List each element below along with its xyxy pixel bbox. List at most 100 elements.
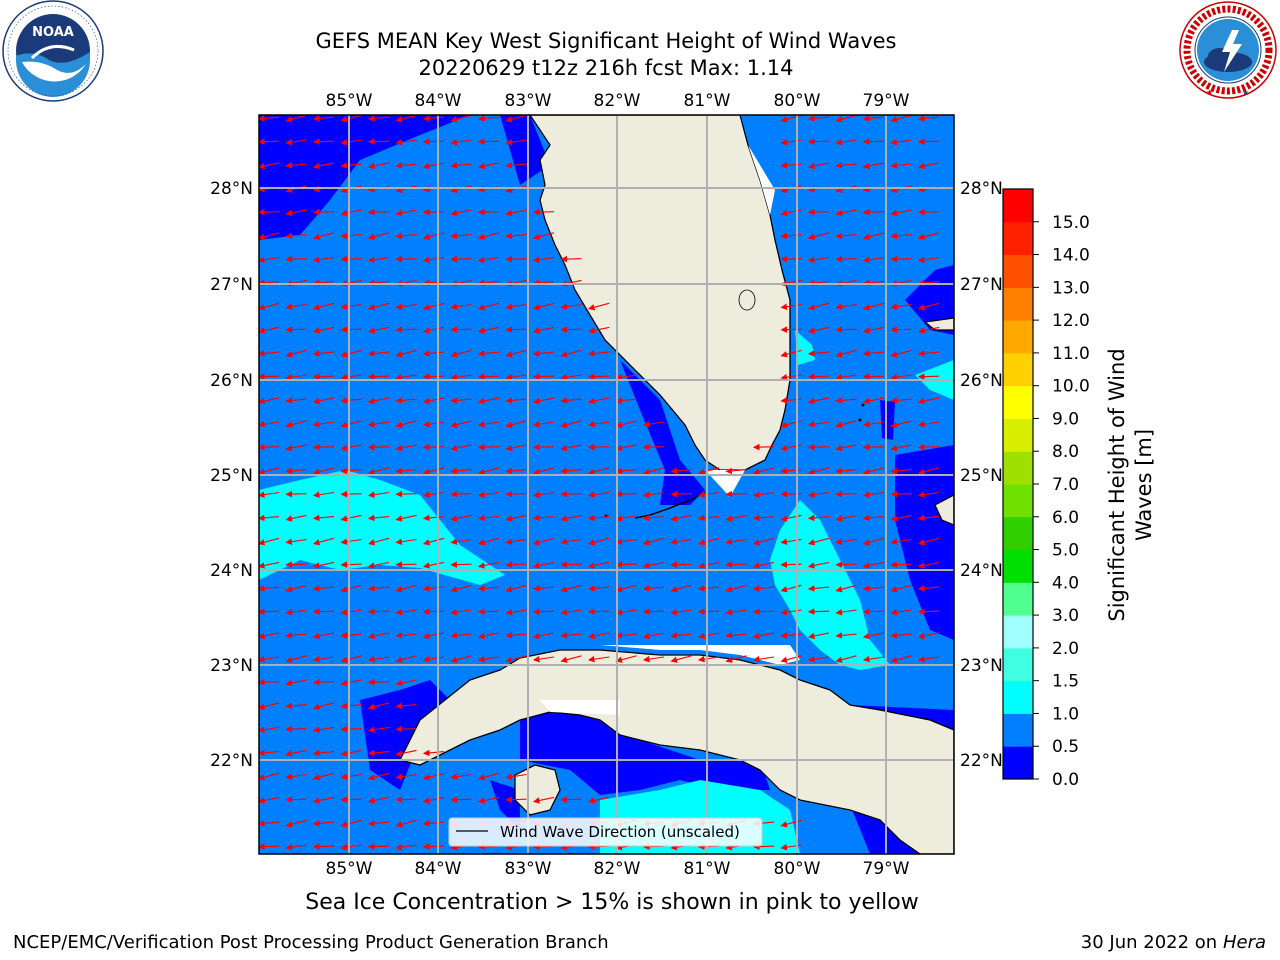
wave-direction-arrow — [477, 208, 500, 216]
wave-direction-arrow — [477, 655, 500, 663]
longitude-labels-bottom: 85°W 84°W 83°W 82°W 81°W 80°W 79°W — [326, 859, 910, 879]
wave-direction-arrow — [835, 420, 857, 428]
wave-direction-arrow — [395, 655, 417, 663]
wave-direction-arrow — [532, 373, 555, 380]
wave-direction-arrow — [367, 820, 390, 827]
wave-direction-arrow — [560, 326, 582, 333]
wave-direction-arrow — [917, 514, 940, 522]
wave-direction-arrow — [697, 632, 720, 640]
wave-direction-arrow — [615, 420, 637, 428]
latitude-label-right: 27°N — [960, 275, 1003, 295]
wave-direction-arrow — [670, 561, 692, 568]
wave-direction-arrow — [477, 772, 500, 781]
wave-direction-arrow — [312, 420, 335, 428]
wave-direction-arrow — [367, 561, 390, 569]
wave-direction-arrow — [367, 655, 390, 663]
wave-direction-arrow — [395, 702, 417, 710]
wave-direction-arrow — [395, 397, 417, 404]
wave-direction-arrow — [560, 420, 582, 428]
wave-direction-arrow — [285, 679, 307, 687]
wave-direction-arrow — [505, 444, 527, 452]
wave-direction-arrow — [395, 420, 417, 428]
wave-direction-arrow — [505, 584, 527, 593]
wave-direction-arrow — [340, 632, 362, 639]
wave-direction-arrow — [505, 514, 527, 522]
wave-direction-arrow — [835, 561, 857, 568]
wave-direction-arrow — [312, 491, 335, 498]
colorbar-swatch — [1003, 582, 1033, 616]
wave-direction-arrow — [780, 232, 802, 240]
wave-direction-arrow — [835, 538, 857, 545]
longitude-label-top: 81°W — [684, 91, 731, 111]
wave-direction-arrow — [340, 326, 362, 333]
colorbar-tick-label: 4.0 — [1052, 573, 1079, 593]
colorbar-swatch — [1003, 615, 1033, 649]
wave-direction-arrow — [422, 843, 445, 850]
wave-direction-arrow — [835, 209, 857, 217]
wave-direction-arrow — [259, 350, 280, 357]
wave-direction-arrow — [477, 397, 500, 405]
map-frame — [258, 114, 955, 855]
wave-direction-arrow — [780, 326, 802, 333]
colorbar-tick-label: 9.0 — [1052, 409, 1079, 429]
wave-direction-arrow — [395, 373, 417, 381]
wave-direction-arrow — [312, 443, 335, 451]
wave-direction-arrow — [340, 467, 362, 475]
wave-direction-arrow — [312, 162, 335, 170]
wave-direction-arrow — [560, 796, 582, 803]
wave-direction-arrow — [312, 796, 335, 804]
wave-direction-arrow — [259, 373, 280, 380]
wave-direction-arrow — [532, 420, 555, 428]
wave-direction-arrow — [780, 819, 802, 828]
wave-direction-arrow — [450, 538, 472, 545]
wave-direction-arrow — [890, 514, 912, 522]
wave-direction-arrow — [285, 632, 307, 639]
wave-direction-arrow — [532, 514, 555, 522]
wave-direction-arrow — [285, 115, 307, 123]
wave-direction-arrow — [477, 420, 500, 428]
wave-direction-arrow — [450, 373, 472, 381]
wave-direction-arrow — [862, 443, 885, 451]
wave-direction-arrow — [312, 232, 335, 240]
wave-direction-arrow — [312, 373, 335, 380]
wave-direction-arrow — [367, 138, 390, 145]
wave-direction-arrow — [367, 350, 390, 357]
wave-direction-arrow — [862, 302, 885, 311]
wave-direction-arrow — [367, 678, 390, 686]
colorbar-swatch — [1003, 484, 1033, 518]
wave-direction-arrow — [917, 632, 940, 640]
wave-direction-arrow — [285, 326, 307, 333]
wave-direction-arrow — [807, 420, 830, 428]
wave-direction-arrow — [340, 538, 362, 545]
wave-direction-arrow — [807, 585, 830, 592]
wave-direction-arrow — [259, 514, 280, 522]
wave-direction-arrow — [532, 632, 555, 640]
wave-direction-arrow — [587, 514, 610, 522]
lat-lon-gridlines — [259, 115, 954, 854]
wave-direction-arrow — [642, 585, 665, 592]
wave-direction-arrow — [422, 232, 445, 240]
wave-direction-arrow — [367, 726, 390, 733]
longitude-label-bottom: 79°W — [863, 859, 910, 879]
wave-direction-arrow — [450, 514, 472, 522]
wave-direction-arrow — [505, 138, 527, 146]
wave-direction-arrow — [312, 208, 335, 216]
wave-direction-arrow — [505, 632, 527, 639]
latitude-label-left: 27°N — [210, 275, 253, 295]
wave-direction-arrow — [285, 373, 307, 381]
wave-direction-arrow — [285, 584, 307, 593]
wave-direction-arrow — [259, 467, 280, 475]
wave-direction-arrow — [780, 843, 802, 851]
wave-direction-arrow — [285, 749, 307, 757]
wave-direction-arrow — [752, 514, 775, 522]
wave-direction-arrow — [450, 655, 472, 663]
longitude-label-top: 80°W — [774, 91, 821, 111]
wave-direction-arrow — [422, 514, 445, 522]
wave-direction-arrow — [917, 608, 940, 615]
wave-direction-arrow — [587, 796, 610, 804]
wave-direction-arrow — [807, 373, 830, 380]
wave-direction-arrow — [917, 115, 940, 122]
wave-direction-arrow — [367, 537, 390, 546]
wave-direction-arrow — [862, 467, 885, 475]
wave-direction-arrow — [835, 349, 857, 358]
